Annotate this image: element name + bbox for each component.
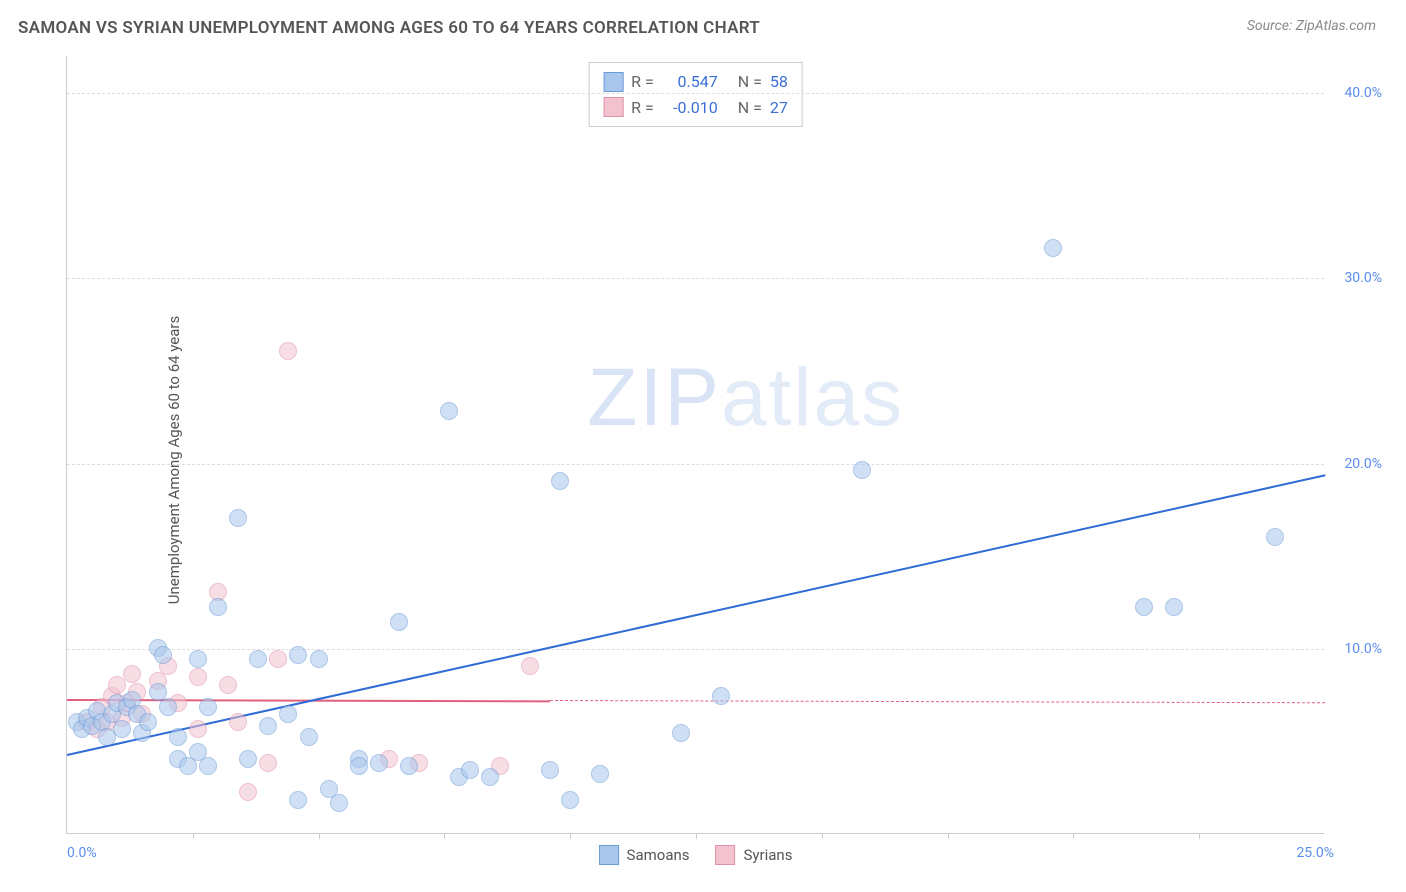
x-tick-mark [696,833,697,839]
x-tick-mark [444,833,445,839]
legend-swatch-samoans [599,845,619,865]
data-point-samoans [330,794,348,812]
swatch-syrians [603,97,623,117]
legend-label-syrians: Syrians [744,846,793,864]
gridline [67,464,1324,465]
r-label: R = [631,95,654,121]
n-value-syrians: 27 [770,95,788,121]
r-label: R = [631,69,654,95]
data-point-samoans [400,757,418,775]
data-point-samoans [113,720,131,738]
data-point-samoans [189,650,207,668]
data-point-samoans [239,750,257,768]
watermark: ZIPatlas [587,351,904,445]
stats-row-samoans: R = 0.547 N = 58 [603,69,788,95]
data-point-samoans [1266,528,1284,546]
data-point-samoans [159,698,177,716]
x-tick-mark [570,833,571,839]
x-tick-mark [193,833,194,839]
data-point-samoans [712,687,730,705]
y-tick-label: 20.0% [1344,456,1382,472]
stats-legend: R = 0.547 N = 58 R = -0.010 N = 27 [588,62,803,127]
trendline [67,475,1325,757]
data-point-syrians [521,657,539,675]
legend-swatch-syrians [716,845,736,865]
data-point-syrians [269,650,287,668]
legend-label-samoans: Samoans [627,846,690,864]
data-point-samoans [199,698,217,716]
swatch-samoans [603,72,623,92]
r-value-syrians: -0.010 [662,95,718,121]
x-tick-mark [319,833,320,839]
data-point-syrians [229,713,247,731]
data-point-samoans [139,713,157,731]
data-point-samoans [440,402,458,420]
data-point-syrians [108,676,126,694]
y-tick-label: 30.0% [1344,270,1382,286]
data-point-samoans [1165,598,1183,616]
data-point-samoans [350,757,368,775]
data-point-samoans [1044,239,1062,257]
data-point-samoans [209,598,227,616]
x-tick-mark [822,833,823,839]
trendline-extrapolated [550,700,1325,703]
data-point-syrians [279,342,297,360]
data-point-samoans [541,761,559,779]
data-point-samoans [289,791,307,809]
data-point-syrians [189,720,207,738]
gridline [67,278,1324,279]
data-point-syrians [219,676,237,694]
legend-item-syrians: Syrians [716,845,793,865]
n-label: N = [738,95,762,121]
gridline [67,93,1324,94]
x-tick-max: 25.0% [1296,845,1334,861]
stats-row-syrians: R = -0.010 N = 27 [603,95,788,121]
series-legend: Samoans Syrians [599,845,793,865]
x-tick-mark [1073,833,1074,839]
data-point-syrians [123,665,141,683]
legend-item-samoans: Samoans [599,845,690,865]
data-point-samoans [672,724,690,742]
data-point-samoans [289,646,307,664]
data-point-samoans [259,717,277,735]
data-point-samoans [199,757,217,775]
data-point-samoans [300,728,318,746]
data-point-samoans [310,650,328,668]
data-point-samoans [561,791,579,809]
y-tick-label: 40.0% [1344,85,1382,101]
r-value-samoans: 0.547 [662,69,718,95]
data-point-samoans [370,754,388,772]
n-value-samoans: 58 [770,69,788,95]
data-point-samoans [390,613,408,631]
chart-container: Unemployment Among Ages 60 to 64 years Z… [40,50,1380,870]
x-tick-origin: 0.0% [67,845,97,861]
data-point-samoans [481,768,499,786]
y-tick-label: 10.0% [1344,641,1382,657]
plot-area: ZIPatlas R = 0.547 N = 58 R = -0.010 N =… [66,56,1324,834]
data-point-samoans [229,509,247,527]
data-point-syrians [189,668,207,686]
data-point-samoans [154,646,172,664]
data-point-samoans [853,461,871,479]
n-label: N = [738,69,762,95]
data-point-syrians [239,783,257,801]
chart-source: Source: ZipAtlas.com [1247,18,1376,34]
chart-title: SAMOAN VS SYRIAN UNEMPLOYMENT AMONG AGES… [18,18,760,38]
x-tick-mark [1199,833,1200,839]
data-point-samoans [279,705,297,723]
data-point-syrians [259,754,277,772]
x-tick-mark [948,833,949,839]
data-point-samoans [1135,598,1153,616]
data-point-samoans [249,650,267,668]
data-point-samoans [551,472,569,490]
data-point-samoans [461,761,479,779]
data-point-samoans [591,765,609,783]
data-point-samoans [169,728,187,746]
